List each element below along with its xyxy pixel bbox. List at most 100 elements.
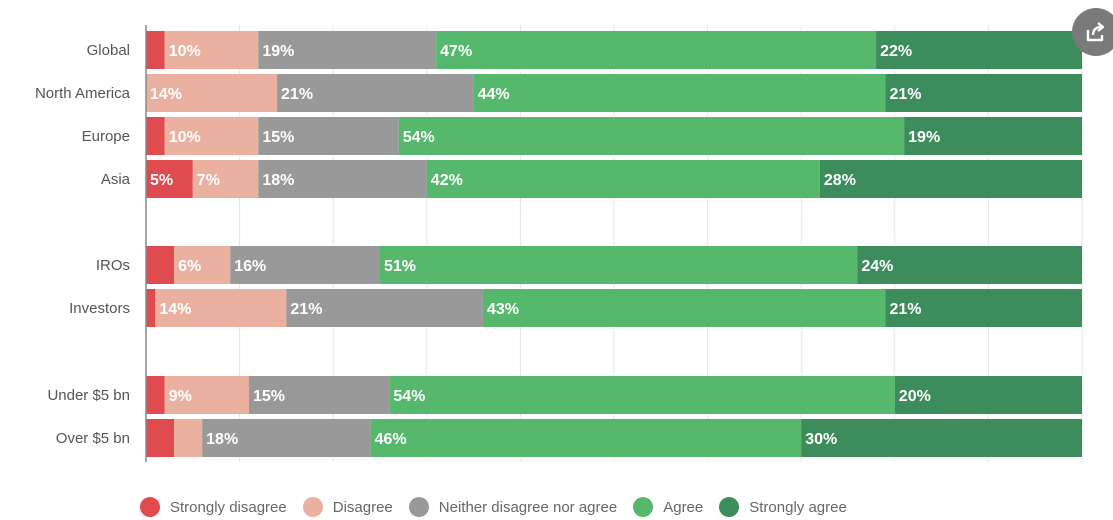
data-label: 19% <box>908 129 940 146</box>
data-label: 7% <box>197 172 220 189</box>
category-label: Under $5 bn <box>47 387 130 404</box>
data-label: 9% <box>169 388 192 405</box>
bar-segment[interactable] <box>426 160 820 198</box>
data-label: 20% <box>899 388 931 405</box>
bar-segment[interactable] <box>277 74 474 112</box>
bar-segment[interactable] <box>192 160 259 198</box>
data-label: 51% <box>384 258 416 275</box>
bar-segment[interactable] <box>174 246 231 284</box>
legend-label: Strongly agree <box>749 498 847 516</box>
data-label: 19% <box>262 43 294 60</box>
bar-segment[interactable] <box>146 117 165 155</box>
data-label: 15% <box>262 129 294 146</box>
bar-segment[interactable] <box>904 117 1082 155</box>
legend-swatch <box>140 497 160 517</box>
legend-item[interactable]: Neither disagree nor agree <box>408 497 618 517</box>
legend-label: Strongly disagree <box>170 498 287 516</box>
share-button[interactable] <box>1072 8 1113 56</box>
data-label: 15% <box>253 388 285 405</box>
data-label: 54% <box>403 129 435 146</box>
category-label: Investors <box>69 300 130 317</box>
data-label: 18% <box>262 172 294 189</box>
bar-segment[interactable] <box>146 419 175 457</box>
data-label: 28% <box>824 172 856 189</box>
bar-segment[interactable] <box>258 31 437 69</box>
legend-label: Disagree <box>332 498 393 516</box>
bar-segment[interactable] <box>857 246 1082 284</box>
bar-segment[interactable] <box>202 419 371 457</box>
bar-segment[interactable] <box>380 246 858 284</box>
bar-segment[interactable] <box>801 419 1082 457</box>
data-label: 46% <box>375 431 407 448</box>
data-label: 6% <box>178 258 201 275</box>
legend-item[interactable]: Disagree <box>302 497 393 517</box>
bar-segment[interactable] <box>146 289 156 327</box>
data-label: 5% <box>150 172 173 189</box>
bar-segment[interactable] <box>230 246 380 284</box>
legend-item[interactable]: Strongly agree <box>719 497 847 517</box>
legend-swatch <box>633 497 654 517</box>
legend-item[interactable]: Agree <box>633 497 703 517</box>
bar-segment[interactable] <box>473 74 886 112</box>
bar-segment[interactable] <box>389 376 895 414</box>
data-label: 14% <box>159 301 191 318</box>
bar-segment[interactable] <box>894 376 1082 414</box>
bar-segment[interactable] <box>258 160 427 198</box>
bar-segment[interactable] <box>370 419 802 457</box>
data-labels: 10% 19% 47% 22% 14% 21% 44% 21% 10% 15% 54% 19% 5% 7%… <box>150 43 940 448</box>
data-label: 24% <box>861 258 893 275</box>
data-label: 10% <box>169 129 201 146</box>
legend-item[interactable]: Strongly disagree <box>140 497 287 517</box>
data-label: 10% <box>169 43 201 60</box>
share-icon <box>1086 22 1105 42</box>
bar-segment[interactable] <box>398 117 905 155</box>
data-label: 21% <box>290 301 322 318</box>
data-label: 14% <box>150 86 182 103</box>
bar-segment[interactable] <box>286 289 483 327</box>
data-label: 43% <box>487 301 519 318</box>
bar-segment[interactable] <box>436 31 877 69</box>
category-labels: Global North America Europe Asia IROs Investo… <box>35 42 131 447</box>
bar-segment[interactable] <box>146 376 165 414</box>
bar-segment[interactable] <box>248 376 390 414</box>
bar-segment[interactable] <box>885 74 1082 112</box>
data-label: 30% <box>805 431 837 448</box>
legend-swatch <box>719 497 740 517</box>
category-label: IROs <box>96 257 130 274</box>
bar-segment[interactable] <box>164 376 249 414</box>
category-label: Europe <box>82 128 130 145</box>
data-label: 22% <box>880 43 912 60</box>
legend-label: Agree <box>663 498 704 516</box>
bar-segment[interactable] <box>258 117 399 155</box>
bar-segment[interactable] <box>876 31 1082 69</box>
data-label: 47% <box>440 43 472 60</box>
bar-segment[interactable] <box>174 419 203 457</box>
legend-label: Neither disagree nor agree <box>438 498 618 516</box>
bar-segment[interactable] <box>885 289 1082 327</box>
legend: Strongly disagree Disagree Neither disagre… <box>140 497 847 517</box>
category-label: North America <box>35 85 131 102</box>
data-label: 16% <box>234 258 266 275</box>
bars <box>146 31 1082 457</box>
bar-segment[interactable] <box>146 31 165 69</box>
data-label: 18% <box>206 431 238 448</box>
data-label: 21% <box>889 301 921 318</box>
data-label: 44% <box>478 86 510 103</box>
category-label: Asia <box>101 171 131 188</box>
bar-segment[interactable] <box>146 246 175 284</box>
data-label: 21% <box>281 86 313 103</box>
data-label: 21% <box>889 86 921 103</box>
legend-swatch <box>408 497 429 517</box>
data-label: 54% <box>393 388 425 405</box>
bar-segment[interactable] <box>146 160 193 198</box>
bar-segment[interactable] <box>482 289 886 327</box>
bar-segment[interactable] <box>164 117 259 155</box>
data-label: 42% <box>431 172 463 189</box>
bar-segment[interactable] <box>155 289 287 327</box>
bar-segment[interactable] <box>146 74 278 112</box>
bar-segment[interactable] <box>819 160 1082 198</box>
bar-segment[interactable] <box>164 31 259 69</box>
legend-swatch <box>302 497 323 517</box>
category-label: Global <box>87 42 130 59</box>
